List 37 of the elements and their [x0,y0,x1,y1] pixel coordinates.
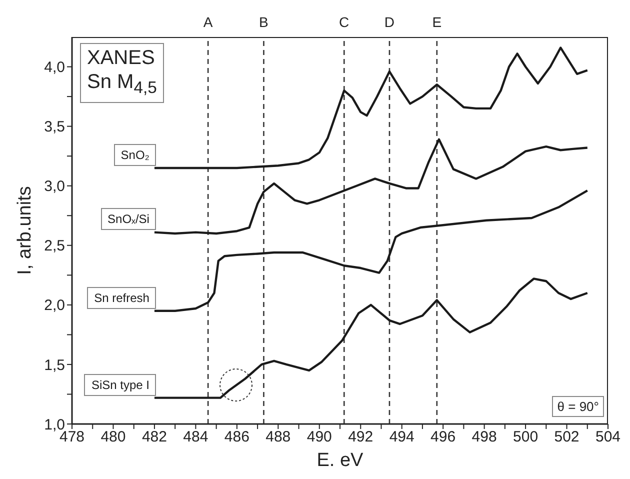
x-tick-label: 494 [389,428,414,446]
y-tick-label: 2,0 [44,297,65,314]
ref-line-label: A [203,14,214,30]
x-tick-label: 504 [595,428,621,446]
x-tick-label: 480 [100,428,126,446]
line-series [153,278,588,399]
x-tick-label: 486 [224,428,250,446]
y-tick-label: 3,0 [44,178,65,196]
ref-line-label: B [259,14,268,30]
series-label: SnO₂ [114,144,156,166]
y-axis-title: I, arb.units [14,186,36,275]
x-tick-label: 500 [513,428,538,446]
x-tick-label: 502 [554,428,580,446]
x-tick-label: 496 [430,428,456,446]
y-tick-label: 3,5 [44,118,65,136]
ref-line-label: E [432,14,442,30]
series-label: SnOₓ/Si [100,208,156,230]
x-tick-label: 498 [472,428,497,446]
annotation: XANES [87,46,156,70]
x-tick-label: 490 [306,428,332,446]
annotation: Sn M$_{4,5}$ [87,70,157,99]
x-tick-label: 478 [59,428,85,446]
x-tick-label: 492 [348,428,374,446]
x-axis-title: E. eV [316,450,364,471]
x-tick-label: 484 [183,428,208,446]
y-tick-label: 4,0 [44,59,65,76]
y-tick-label: 2,5 [44,238,65,255]
ref-line-label: D [384,14,395,30]
x-tick-label: 488 [266,428,291,446]
series-label: Sn refresh [87,286,156,309]
annotation: θ = 90° [552,396,604,417]
line-series [153,138,588,235]
y-tick-label: 1,5 [44,356,65,374]
series-label: SiSn type I [84,374,156,396]
ref-line-label: C [339,14,350,30]
line-series [153,190,588,312]
x-tick-label: 482 [142,428,167,446]
